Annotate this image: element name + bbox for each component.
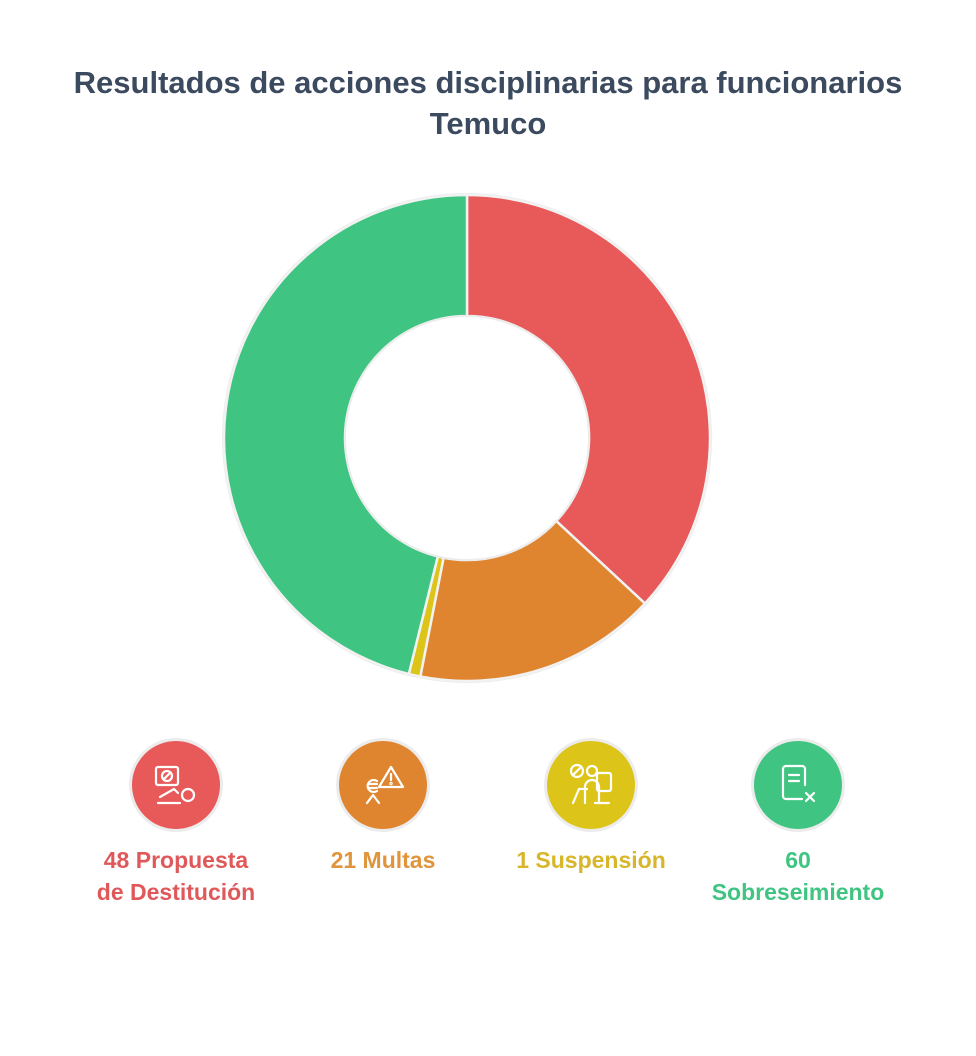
- legend-label-suspension-line1: 1 Suspensión: [516, 847, 666, 873]
- dismissal-icon: [154, 765, 196, 805]
- legend-item-sobreseimiento: 60 Sobreseimiento: [678, 738, 918, 908]
- legend-label-destitucion-line2: de Destitución: [96, 879, 256, 905]
- donut-hole: [344, 315, 590, 561]
- chart-title-line1: Resultados de acciones disciplinarias pa…: [73, 65, 903, 100]
- legend-circle-multas: [336, 738, 430, 832]
- suspension-icon: [569, 763, 613, 805]
- chart-subtitle: Temuco: [429, 106, 547, 141]
- legend-label-sobreseimiento-line2: Sobreseimiento: [711, 879, 885, 905]
- legend-item-destitucion: 48 Propuesta de Destitución: [56, 738, 296, 908]
- legend-label-destitucion-line1: 48 Propuesta: [103, 847, 249, 873]
- fine-warning-icon: [365, 765, 405, 805]
- legend-label-sobreseimiento: 60 Sobreseimiento: [678, 844, 918, 908]
- legend-label-suspension: 1 Suspensión: [471, 844, 711, 876]
- legend-item-multas: 21 Multas: [263, 738, 503, 876]
- legend-label-destitucion: 48 Propuesta de Destitución: [56, 844, 296, 908]
- legend-circle-sobreseimiento: [751, 738, 845, 832]
- legend-label-multas: 21 Multas: [263, 844, 503, 876]
- legend-label-sobreseimiento-line1: 60: [785, 847, 811, 873]
- chart-title: Resultados de acciones disciplinarias pa…: [0, 62, 976, 144]
- document-dismissed-icon: [781, 764, 816, 803]
- legend-item-suspension: 1 Suspensión: [471, 738, 711, 876]
- legend-label-multas-line1: 21 Multas: [330, 847, 436, 873]
- legend-circle-destitucion: [129, 738, 223, 832]
- legend-circle-suspension: [544, 738, 638, 832]
